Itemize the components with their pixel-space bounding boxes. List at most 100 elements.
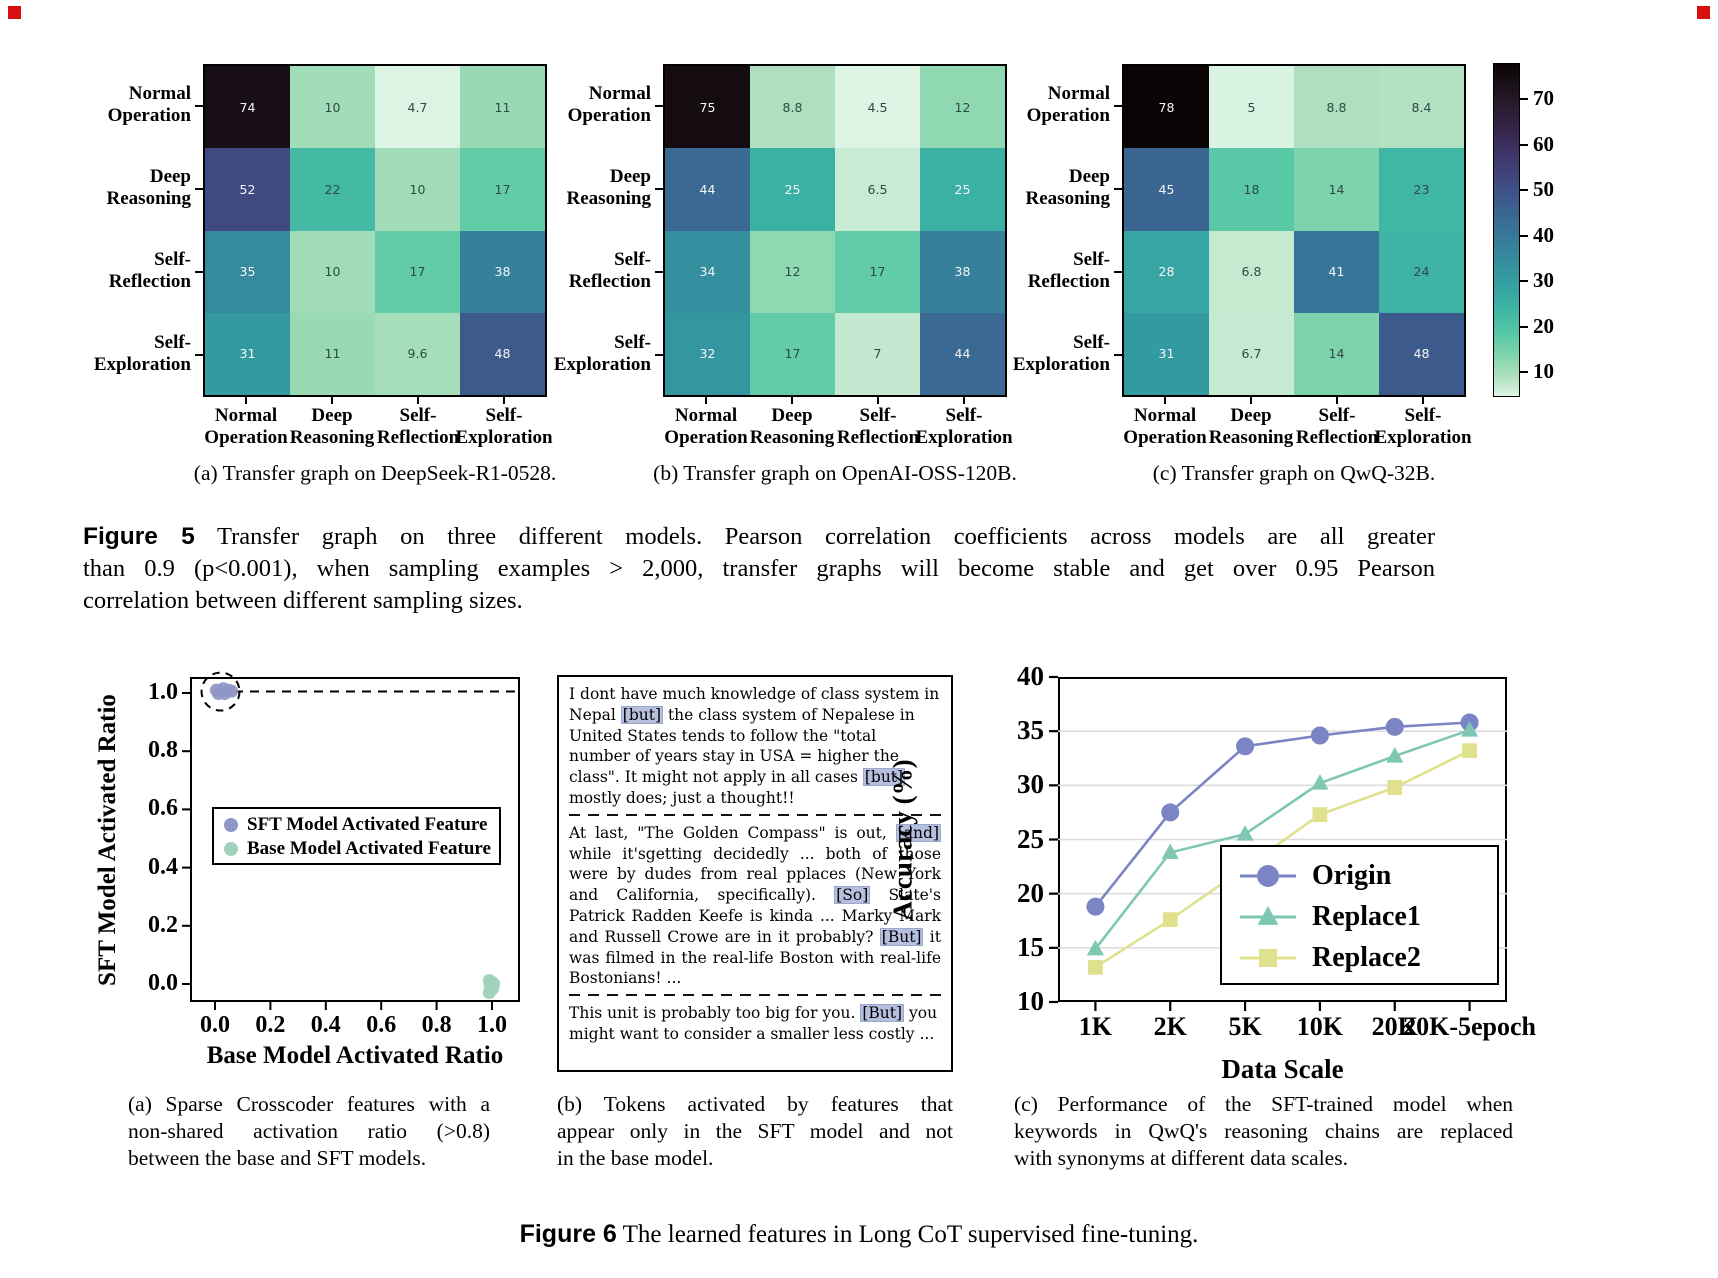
token-paragraph: This unit is probably too big for you. […: [569, 1004, 938, 1043]
heatmap-cell: 31: [205, 312, 290, 395]
subcaption-c-line: (c) Performance of the SFT-trained model…: [1014, 1092, 1513, 1116]
triangle-marker-icon: [1240, 905, 1296, 925]
line-y-tick-label: 20: [1017, 877, 1044, 908]
heatmap-cell: 48: [460, 312, 545, 395]
axis-tick: [791, 397, 793, 404]
axis-tick: [705, 397, 707, 404]
heatmap-col-label: Deep Reasoning: [289, 405, 375, 448]
token-paragraph: At last, "The Golden Compass" is out, [a…: [569, 823, 941, 988]
line-y-tick-label: 25: [1017, 823, 1044, 854]
colorbar-tick-label: 40: [1533, 222, 1554, 247]
heatmap-col-label: Self- Exploration: [915, 405, 1013, 448]
line-x-axis-label: Data Scale: [1221, 1054, 1344, 1084]
line-x-tick-label: 10K: [1296, 1012, 1344, 1041]
square-marker-icon: [1240, 948, 1296, 967]
heatmap-cell: 48: [1379, 312, 1464, 395]
figure6-label: Figure 6: [519, 1220, 617, 1248]
line-chart-canvas: [1049, 675, 1507, 1011]
axis-tick: [655, 187, 663, 190]
dashed-separator: [569, 813, 941, 816]
subcaption-c: (c) Performance of the SFT-trained model…: [1014, 1091, 1513, 1172]
axis-tick: [1250, 397, 1252, 404]
scatter-y-tick-label: 1.0: [148, 679, 178, 705]
colorbar-tick: [1520, 234, 1528, 237]
axis-tick: [1114, 354, 1122, 357]
line-x-tick-label: 20K-5epoch: [1403, 1012, 1537, 1041]
figure5-label: Figure 5: [83, 523, 195, 550]
heatmap-cell: 11: [460, 66, 545, 149]
heatmap-caption: (a) Transfer graph on DeepSeek-R1-0528.: [193, 461, 557, 485]
heatmap-cell: 52: [205, 148, 290, 231]
axis-tick: [195, 354, 203, 357]
heatmap-row-label: Self- Reflection: [1027, 249, 1110, 293]
axis-tick: [195, 104, 203, 107]
heatmap-cell: 9.6: [375, 312, 460, 395]
axis-tick: [195, 187, 203, 190]
heatmap-cell: 6.7: [1209, 312, 1294, 395]
heatmap-row-label: Deep Reasoning: [1025, 165, 1110, 209]
heatmap-cell: 11: [290, 312, 375, 395]
heatmap-cell: 32: [665, 312, 750, 395]
heatmap-row-label: Self- Exploration: [553, 332, 651, 376]
subcaption-a-line: between the base and SFT models.: [128, 1146, 427, 1170]
axis-tick: [503, 397, 505, 404]
heatmap-cell: 38: [460, 230, 545, 313]
heatmap-cell: 8.8: [1294, 66, 1379, 149]
heatmap-cell: 44: [665, 148, 750, 231]
axis-tick: [655, 271, 663, 274]
scatter-x-tick-label: 0.6: [366, 1012, 397, 1038]
heatmap-col-label: Normal Operation: [1123, 405, 1207, 448]
figure5-caption-line2: than 0.9 (p<0.001), when sampling exampl…: [83, 555, 1435, 582]
heatmap-cell: 45: [1124, 148, 1209, 231]
line-chart-legend-row: Origin: [1238, 855, 1497, 896]
scatter-plot-frame: [190, 677, 520, 1002]
heatmap-cell: 10: [290, 230, 375, 313]
highlighted-token: [But]: [879, 927, 924, 946]
colorbar-tick: [1520, 325, 1528, 328]
scatter-y-tick-label: 0.8: [148, 737, 178, 764]
subcaption-b-line: (b) Tokens activated by features that: [557, 1092, 953, 1116]
heatmap-row-label: Deep Reasoning: [566, 165, 651, 209]
heatmap-cell: 12: [750, 230, 835, 313]
line-x-tick-label: 2K: [1153, 1012, 1187, 1041]
axis-tick: [331, 397, 333, 404]
scatter-y-tick-label: 0.4: [148, 853, 178, 880]
heatmap-cell: 17: [750, 312, 835, 395]
highlighted-token: [but]: [620, 705, 664, 724]
heatmap-col-label: Self- Reflection: [376, 405, 460, 448]
axis-tick: [1114, 187, 1122, 190]
heatmap-cell: 17: [835, 230, 920, 313]
circle-marker-icon: [1240, 864, 1296, 887]
heatmap-col-label: Self- Exploration: [1374, 405, 1472, 448]
token-panel: I dont have much knowledge of class syst…: [557, 675, 953, 1072]
legend-marker-dot: [224, 842, 238, 856]
subcaption-b-line: in the base model.: [557, 1146, 714, 1170]
heatmap-cell: 25: [920, 148, 1005, 231]
dashed-separator: [569, 994, 941, 997]
axis-tick: [877, 397, 879, 404]
colorbar-tick-label: 50: [1533, 177, 1554, 202]
axis-tick: [963, 397, 965, 404]
heatmap-cell: 28: [1124, 230, 1209, 313]
heatmap-cell: 22: [290, 148, 375, 231]
heatmap-cell: 4.5: [835, 66, 920, 149]
heatmap-col-label: Deep Reasoning: [749, 405, 835, 448]
heatmap-cell: 14: [1294, 148, 1379, 231]
heatmap-row-label: Normal Operation: [1026, 82, 1110, 126]
heatmap-hm-deepseek: 74 10 4.7 11 52 22 10 17 35 10 17 38 31 11 9.6 48: [203, 64, 547, 397]
heatmap-cell: 8.4: [1379, 66, 1464, 149]
colorbar-tick: [1520, 189, 1528, 192]
heatmap-caption: (b) Transfer graph on OpenAI-OSS-120B.: [653, 461, 1017, 485]
line-x-tick-label: 1K: [1078, 1012, 1113, 1041]
line-y-axis-label-text: Accuracy (%): [887, 758, 918, 921]
heatmap-row-label: Self- Reflection: [568, 249, 651, 293]
heatmap-cell: 78: [1124, 66, 1209, 149]
heatmap-col-label: Self- Reflection: [1295, 405, 1379, 448]
token-paragraph: I dont have much knowledge of class syst…: [569, 685, 940, 807]
axis-tick: [1114, 271, 1122, 274]
colorbar-tick-label: 70: [1533, 86, 1554, 111]
heatmap-row-label: Self- Reflection: [108, 249, 191, 293]
heatmap-col-label: Normal Operation: [204, 405, 288, 448]
highlighted-token: [but]: [862, 768, 906, 787]
